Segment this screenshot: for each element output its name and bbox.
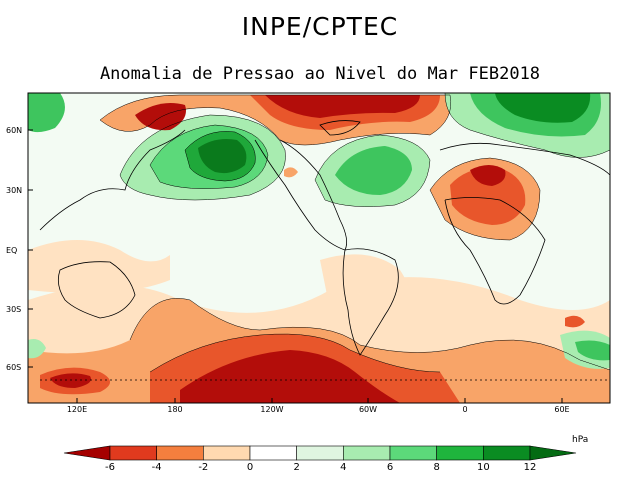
colorbar-tick-label: 8 [433, 462, 440, 473]
colorbar-tick-label: 4 [340, 462, 347, 473]
colorbar-segment-10 [529, 445, 577, 461]
lon-label-120w: 120W [260, 405, 284, 414]
anomaly-south-america [320, 254, 410, 324]
map-subtitle: Anomalia de Pressao ao Nivel do Mar FEB2… [99, 64, 541, 84]
coastline-south-america [342, 248, 399, 356]
coastlines [39, 120, 610, 381]
anomaly-south-indian-core [50, 373, 91, 388]
colorbar-segment-6 [343, 445, 391, 461]
contour-1 [119, 114, 286, 201]
coastline-eurasia [439, 142, 610, 176]
lat-label-eq: EQ [6, 246, 18, 255]
anomaly-madagascar [565, 315, 585, 328]
anomaly-south-pacific-core [180, 350, 400, 403]
contour-2 [149, 124, 269, 189]
colorbar [63, 445, 577, 461]
colorbar-unit: hPa [572, 435, 589, 445]
contour-4 [314, 134, 431, 207]
anomaly-north-atlantic-core [335, 146, 412, 195]
coastline-greenland [319, 120, 361, 136]
lat-label-30n: 30N [6, 186, 23, 195]
anomaly-mediterranean-core [470, 165, 506, 186]
colorbar-segment-4 [249, 445, 297, 461]
lat-label-30s: 30S [6, 305, 22, 314]
map-fill [28, 93, 610, 403]
anomaly-siberia-core [135, 102, 186, 131]
anomaly-arctic-core [265, 95, 420, 118]
coastline-africa [444, 197, 546, 305]
lon-label-60w: 60W [358, 405, 378, 414]
lon-label-60e: 60E [554, 405, 570, 414]
anomaly-north-pacific-core [198, 139, 247, 174]
anomaly-south-indian-positive-core [575, 340, 610, 361]
coastline-australia [57, 261, 136, 319]
lon-label-180: 180 [167, 405, 183, 414]
contour-3 [184, 131, 256, 182]
contour-5 [129, 298, 610, 371]
anomaly-small-pacific [284, 167, 298, 178]
colorbar-tick-label: 12 [523, 462, 537, 473]
contour-lines [99, 93, 610, 373]
colorbar-segment-2 [156, 445, 204, 461]
colorbar-segment-3 [203, 445, 251, 461]
contour-7 [429, 157, 541, 241]
colorbar-segment-1 [109, 445, 157, 461]
colorbar-segment-8 [436, 445, 484, 461]
colorbar-segment-9 [483, 445, 531, 461]
colorbar-tick-label: 6 [386, 462, 394, 473]
map-frame [27, 92, 611, 404]
colorbar-segment-0 [63, 445, 111, 461]
colorbar-segment-5 [296, 445, 344, 461]
anomaly-northwest-positive [28, 93, 65, 133]
map-title: INPE/CPTEC [241, 12, 399, 41]
anomaly-southwest-positive [28, 339, 46, 359]
contour-6 [149, 333, 441, 373]
coastline-east-asia [39, 129, 186, 231]
colorbar-tick-label: -4 [151, 462, 162, 473]
contour-8 [444, 93, 610, 158]
colorbar-segment-7 [389, 445, 437, 461]
colorbar-tick-label: -6 [105, 462, 115, 473]
colorbar-tick-label: 10 [476, 462, 490, 473]
anomaly-eurasia-core [495, 93, 591, 123]
anomaly-north-africa-mid [450, 167, 526, 225]
lat-label-60n: 60N [6, 126, 23, 135]
colorbar-tick-label: -2 [198, 462, 209, 473]
contour-9 [99, 94, 452, 146]
colorbar-tick-label: 0 [246, 462, 254, 473]
axis-ticks [28, 129, 563, 403]
anomaly-west-pacific [28, 240, 170, 294]
lon-label-120e: 120E [66, 405, 88, 414]
lon-label-0: 0 [462, 405, 468, 414]
colorbar-tick-label: 2 [293, 462, 300, 473]
lat-label-60s: 60S [6, 363, 22, 372]
